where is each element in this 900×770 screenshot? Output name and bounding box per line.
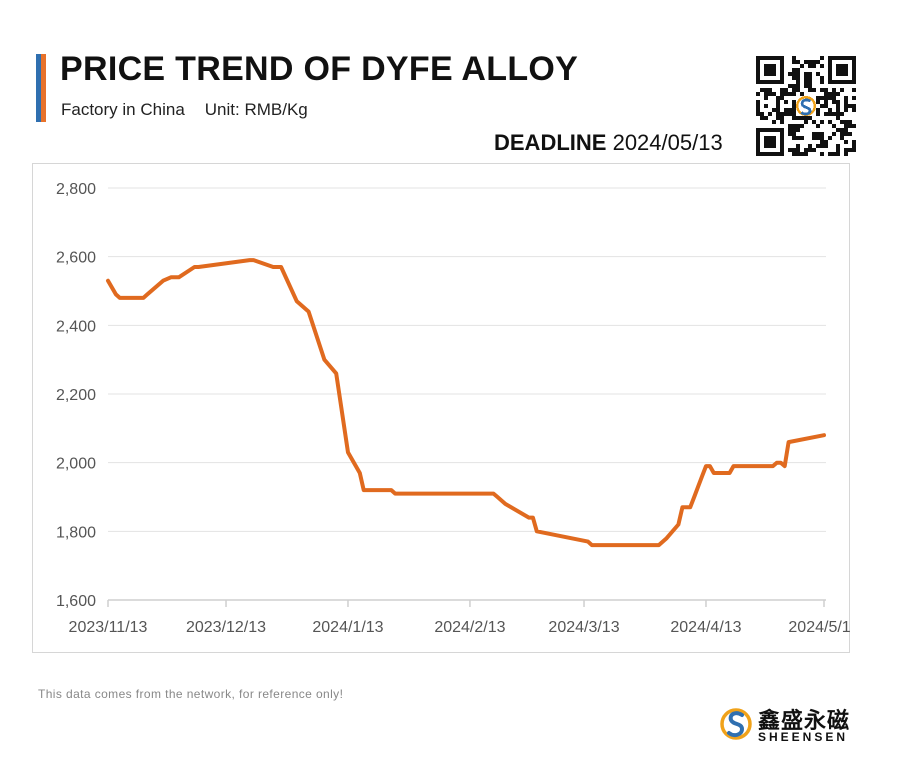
title-accent-bar [36, 54, 46, 122]
chart-title: PRICE TREND OF DYFE ALLOY [60, 50, 579, 88]
x-tick-label: 2024/3/13 [548, 619, 619, 636]
x-tick-label: 2024/5/13 [788, 619, 859, 636]
deadline: DEADLINE 2024/05/13 [494, 130, 723, 156]
y-tick-label: 2,000 [56, 456, 96, 473]
chart-subtitle: Factory in China Unit: RMB/Kg [61, 100, 308, 120]
brand-name: 鑫盛永磁 [758, 709, 851, 734]
y-tick-label: 2,800 [56, 181, 96, 198]
y-tick-label: 2,400 [56, 318, 96, 335]
brand-logo: 鑫盛永磁 SHEENSEN [720, 700, 855, 750]
price-series-line [106, 258, 826, 548]
y-tick-label: 1,600 [56, 593, 96, 610]
x-tick-label: 2023/11/13 [69, 619, 148, 636]
x-tick-label: 2024/1/13 [312, 619, 383, 636]
brand-sub: SHEENSEN [758, 730, 849, 744]
y-tick-label: 2,200 [56, 387, 96, 404]
sheensen-logo-icon [720, 708, 752, 740]
unit-label: Unit: RMB/Kg [204, 100, 308, 119]
qr-code-icon [756, 56, 856, 156]
y-tick-label: 2,600 [56, 250, 96, 267]
deadline-label: DEADLINE [494, 130, 607, 155]
chart-frame [32, 163, 850, 653]
deadline-date: 2024/05/13 [612, 130, 723, 155]
frame-edge-mask [851, 612, 900, 642]
y-tick-label: 1,800 [56, 524, 96, 541]
x-tick-label: 2024/4/13 [670, 619, 741, 636]
x-tick-label: 2024/2/13 [434, 619, 505, 636]
factory-label: Factory in China [61, 100, 185, 119]
disclaimer-note: This data comes from the network, for re… [38, 687, 344, 701]
x-tick-label: 2023/12/13 [186, 619, 266, 636]
